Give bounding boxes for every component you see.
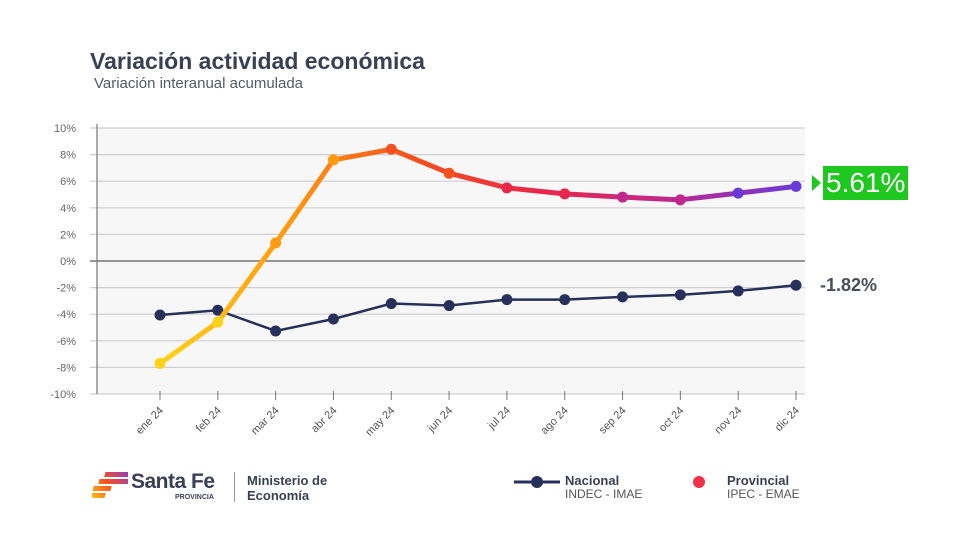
provincial-point (790, 180, 802, 192)
provincial-point (732, 187, 744, 199)
y-tick-label: 8% (60, 150, 76, 162)
nacional-point (559, 294, 571, 306)
provincial-point (385, 143, 397, 155)
provincial-point (674, 194, 686, 206)
nacional-point (154, 309, 166, 321)
provincial-point (617, 191, 629, 203)
x-tick-label: sep 24 (597, 405, 629, 437)
nacional-point (674, 289, 686, 301)
nacional-end-label: -1.82% (820, 275, 878, 295)
x-tick-label: abr 24 (309, 405, 340, 436)
nacional-point (443, 300, 455, 312)
provincial-line (158, 146, 797, 366)
provincial-end-label: 5.61% (823, 166, 909, 200)
legend-nacional-source: INDEC - IMAE (565, 487, 643, 501)
badge-arrow-icon (812, 175, 821, 191)
x-tick-label: jun 24 (425, 405, 455, 435)
footer-divider (234, 472, 235, 502)
y-tick-label: 4% (60, 203, 76, 215)
provincial-point (212, 316, 224, 328)
x-tick-label: nov 24 (712, 405, 744, 437)
provincial-point (327, 154, 339, 166)
legend-nacional-name: Nacional (565, 473, 620, 488)
y-tick-label: -4% (56, 309, 76, 321)
x-tick-label: ago 24 (539, 405, 571, 437)
nacional-point (327, 313, 339, 325)
ministry-name: Ministerio de Economía (247, 473, 328, 503)
y-tick-label: -10% (50, 389, 76, 401)
nacional-point (212, 304, 224, 316)
nacional-point (385, 298, 397, 310)
nacional-point (790, 279, 802, 291)
legend-provincial-source: IPEC - EMAE (727, 487, 800, 501)
y-tick-label: 2% (60, 229, 76, 241)
y-tick-label: 6% (60, 176, 76, 188)
chart-title: Variación actividad económica (90, 48, 425, 74)
y-tick-label: -6% (56, 336, 76, 348)
x-tick-label: jul 24 (485, 405, 513, 433)
x-tick-label: dic 24 (773, 405, 802, 434)
y-tick-label: 0% (60, 256, 76, 268)
provincial-point (501, 182, 513, 194)
brand-sub: PROVINCIA (175, 494, 214, 501)
brand-name: Santa Fe (131, 470, 215, 493)
x-tick-label: feb 24 (194, 405, 224, 435)
nacional-point (617, 291, 629, 303)
provincial-point (270, 237, 282, 249)
provincial-point (559, 188, 571, 200)
legend-provincial-name: Provincial (727, 473, 790, 488)
x-tick-label: ene 24 (134, 405, 166, 437)
nacional-line (159, 283, 797, 333)
chart-subtitle: Variación interanual acumulada (94, 75, 304, 92)
y-tick-label: -8% (56, 362, 76, 374)
nacional-point (501, 294, 513, 306)
x-tick-label: oct 24 (657, 405, 687, 435)
legend-provincial-marker-icon (676, 476, 722, 488)
x-tick-label: mar 24 (249, 405, 282, 438)
y-tick-label: 10% (54, 123, 76, 135)
y-tick-label: -2% (56, 283, 76, 295)
santa-fe-logo-icon (92, 472, 128, 498)
legend-nacional-marker-icon (514, 476, 560, 488)
provincial-point (154, 357, 166, 369)
x-tick-label: may 24 (363, 405, 397, 439)
legend-nacional: Nacional INDEC - IMAE (514, 474, 642, 501)
legend-provincial: Provincial IPEC - EMAE (676, 474, 800, 501)
provincial-point (443, 167, 455, 179)
nacional-point (732, 285, 744, 297)
nacional-point (270, 325, 282, 337)
